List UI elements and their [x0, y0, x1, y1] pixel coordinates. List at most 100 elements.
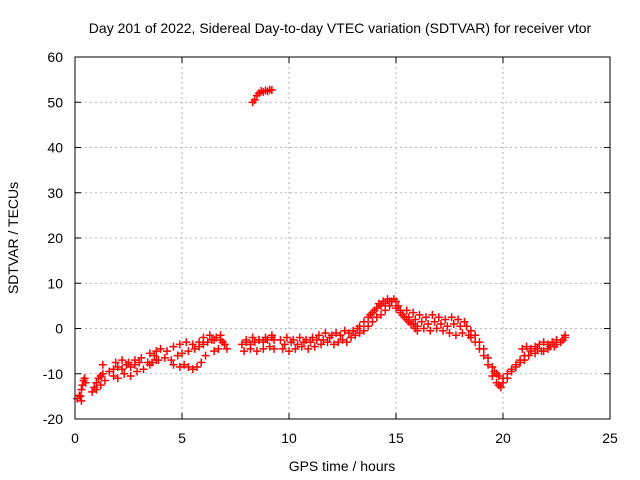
data-point [81, 378, 90, 387]
data-point [199, 340, 208, 349]
data-point [383, 295, 392, 304]
data-point [75, 391, 84, 400]
data-point [392, 297, 400, 306]
data-point [192, 362, 201, 371]
data-point [270, 344, 279, 353]
data-point [180, 360, 189, 369]
data-point [163, 347, 172, 356]
data-point [160, 353, 169, 362]
data-point [449, 319, 458, 328]
data-point [199, 333, 208, 342]
data-point [342, 338, 351, 347]
data-point [175, 362, 184, 371]
data-point [135, 358, 144, 367]
data-point [205, 331, 214, 340]
data-point [445, 329, 454, 338]
data-point [336, 331, 345, 340]
data-point [314, 331, 323, 340]
data-point [355, 329, 364, 338]
data-point [126, 372, 135, 381]
axis-ticks: 0 5 10 15 20 25 -20 -10 0 10 20 30 40 50 60 [43, 49, 618, 446]
data-point [377, 310, 386, 319]
data-point [535, 340, 544, 349]
data-point [169, 342, 178, 351]
data-point [113, 374, 122, 383]
data-point [503, 374, 512, 383]
data-point [381, 306, 390, 315]
data-point [518, 344, 527, 353]
data-point [276, 335, 285, 344]
data-point [98, 369, 107, 378]
data-point [76, 392, 85, 401]
y-tick-label: 50 [47, 94, 63, 110]
data-point [462, 322, 471, 331]
data-point [451, 331, 460, 340]
data-point [154, 356, 163, 365]
data-point [488, 362, 497, 371]
data-point [195, 342, 204, 351]
data-point [344, 329, 353, 338]
data-point [454, 315, 463, 324]
data-point [259, 344, 268, 353]
data-point [188, 340, 197, 349]
data-point [539, 347, 548, 356]
data-point [98, 360, 107, 369]
data-point [325, 333, 334, 342]
data-point [167, 356, 176, 365]
data-point [392, 304, 400, 313]
data-point [368, 317, 377, 326]
data-point [137, 353, 146, 362]
data-point [490, 367, 499, 376]
data-point [471, 331, 480, 340]
data-point [150, 351, 159, 360]
data-point [220, 340, 229, 349]
data-point [340, 326, 349, 335]
data-point [92, 385, 101, 394]
data-point [156, 344, 165, 353]
data-point [111, 358, 120, 367]
data-point [430, 317, 439, 326]
data-point [126, 362, 135, 371]
data-point [100, 376, 109, 385]
data-point [124, 358, 133, 367]
data-point [319, 335, 328, 344]
data-point [484, 353, 493, 362]
y-axis-label: SDTVAR / TECUs [5, 182, 21, 294]
data-point [359, 317, 368, 326]
data-point [323, 338, 332, 347]
x-tick-label: 15 [388, 430, 404, 446]
data-point [190, 344, 199, 353]
data-point [531, 349, 540, 358]
data-point [250, 95, 259, 104]
data-point [133, 367, 142, 376]
data-point [520, 356, 529, 365]
data-point [77, 385, 86, 394]
data-point [237, 340, 246, 349]
data-point [526, 347, 535, 356]
data-point [471, 338, 480, 347]
data-point [321, 329, 330, 338]
data-point [466, 326, 475, 335]
data-point [197, 358, 206, 367]
data-point [366, 310, 375, 319]
data-point [355, 322, 364, 331]
data-point [184, 362, 193, 371]
data-point [130, 356, 139, 365]
data-point [417, 317, 426, 326]
data-point [558, 335, 567, 344]
y-tick-label: 60 [47, 49, 63, 65]
data-point [250, 338, 259, 347]
data-point [359, 326, 368, 335]
data-point [96, 381, 105, 390]
data-point [173, 351, 182, 360]
data-point [432, 324, 441, 333]
data-point [282, 333, 291, 342]
data-point [210, 347, 219, 356]
data-point [267, 331, 276, 340]
y-tick-label: 0 [55, 321, 63, 337]
data-point [222, 344, 231, 353]
data-point [80, 374, 89, 383]
data-point [561, 331, 570, 340]
data-point [184, 347, 193, 356]
